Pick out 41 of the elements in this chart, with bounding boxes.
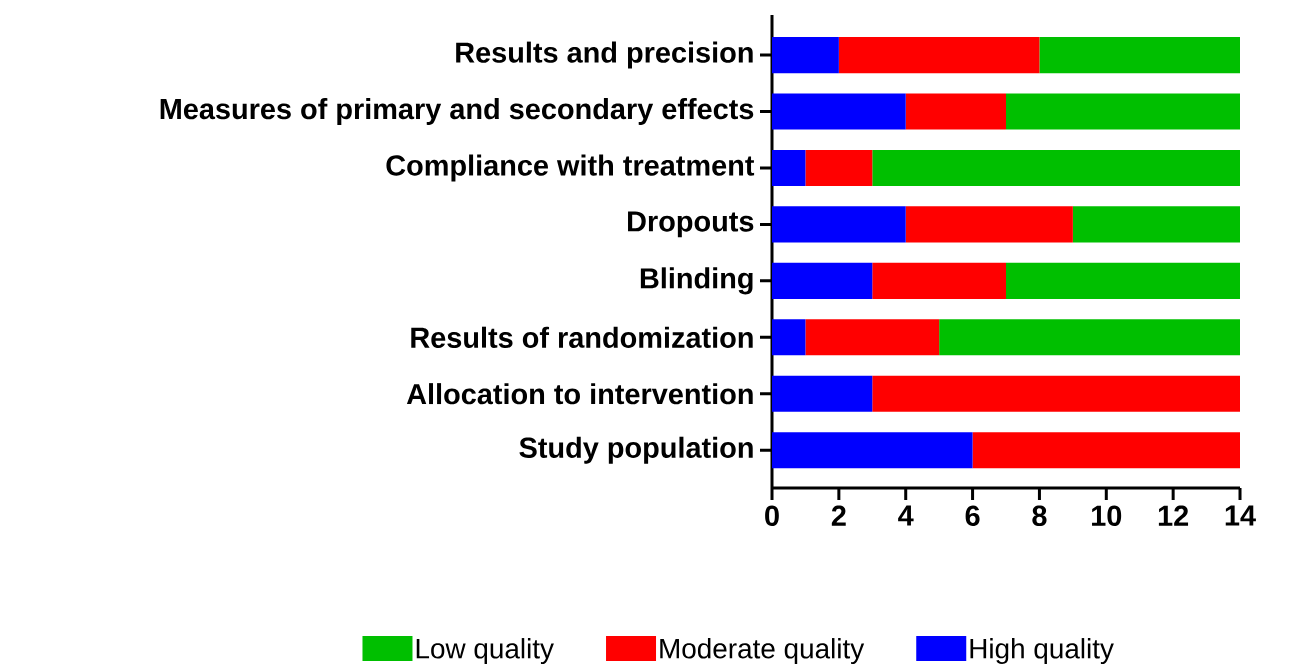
y-tick-label: Dropouts	[628, 211, 754, 238]
bar	[872, 375, 1241, 412]
bar	[1006, 262, 1241, 299]
bar	[805, 149, 873, 187]
bar	[772, 262, 873, 299]
x-tick-label: 4	[898, 505, 914, 526]
bar	[1039, 37, 1241, 74]
y-tick-label: Study population	[519, 436, 753, 464]
x-tick-label: 14	[1225, 505, 1256, 526]
x-tick-label: 10	[1092, 505, 1122, 526]
x-tick-label: 0	[765, 505, 779, 526]
bar	[972, 432, 1241, 469]
y-tick-label: Blinding	[640, 267, 753, 295]
bar	[805, 319, 940, 356]
bar	[838, 37, 1040, 74]
x-tick-label: 2	[831, 505, 846, 526]
bar	[772, 432, 973, 469]
bar	[772, 93, 906, 130]
x-tick-label: 12	[1158, 505, 1189, 526]
bar	[772, 149, 806, 187]
bar	[772, 37, 839, 74]
x-tick-label: 8	[1032, 505, 1047, 526]
bar	[772, 206, 906, 243]
bar	[905, 93, 1006, 130]
bar	[872, 149, 1241, 187]
legend-label: Moderate quality	[660, 638, 865, 665]
bar	[1006, 93, 1241, 130]
y-tick-label: Compliance with treatment	[386, 154, 755, 182]
y-tick-label: Results and precision	[456, 41, 753, 69]
legend-label: Low quality	[416, 638, 554, 665]
bar	[772, 319, 806, 356]
y-tick-label: Allocation to intervention	[406, 383, 753, 405]
y-tick-label: Results of randomization	[411, 326, 753, 348]
x-tick-label: 6	[965, 505, 980, 526]
bar	[872, 262, 1006, 299]
y-tick-label: Measures of primary and secondary effects	[160, 98, 754, 125]
bar	[905, 206, 1073, 243]
bar	[1072, 206, 1241, 243]
bar	[939, 319, 1241, 356]
bar	[772, 375, 873, 412]
legend-label: High quality	[970, 638, 1114, 665]
